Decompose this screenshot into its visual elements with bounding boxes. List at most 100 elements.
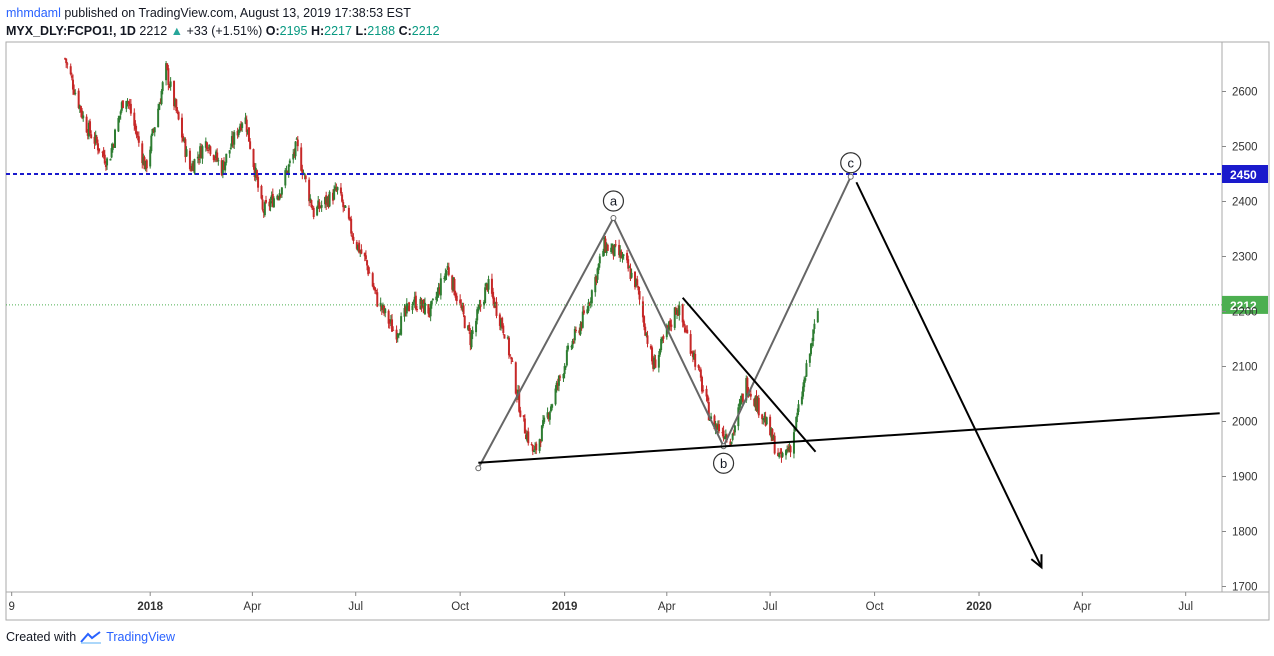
candle (500, 318, 503, 331)
price-axis[interactable]: 1700 1800 1900 2000 2100 2200 2300 2400 2500 2600 (1222, 87, 1258, 594)
candle (301, 164, 304, 180)
candle (525, 429, 528, 440)
symbol-label[interactable]: MYX_DLY:FCPO1!, 1D (6, 24, 136, 38)
candle (804, 375, 807, 383)
candle (598, 253, 601, 268)
y-tick-label: 1700 (1232, 582, 1258, 594)
candle (753, 398, 756, 407)
candle (636, 275, 639, 288)
candle (252, 148, 255, 170)
candle (220, 157, 223, 177)
candle (308, 177, 311, 207)
candle (177, 111, 180, 121)
candle (118, 115, 121, 123)
projection-arrow[interactable] (855, 181, 1043, 568)
candle (539, 438, 542, 448)
x-tick-label: Jul (1178, 601, 1193, 613)
candle (816, 308, 819, 324)
candle (331, 189, 334, 205)
candle (698, 366, 701, 373)
candle (738, 398, 741, 411)
candle (253, 162, 256, 181)
candle (542, 414, 545, 429)
candle (547, 412, 550, 422)
drawings-layer: a b c (475, 152, 1220, 570)
candle (643, 315, 646, 331)
pattern-point[interactable] (847, 173, 854, 180)
candle (602, 248, 605, 257)
candle (336, 186, 339, 195)
candle (257, 173, 260, 192)
candle (372, 282, 375, 291)
wave-label-b: b (712, 452, 735, 474)
x-tick-label: Apr (243, 601, 261, 613)
candle (428, 307, 431, 318)
candle (605, 242, 608, 256)
candle (87, 120, 90, 140)
candle (498, 312, 501, 331)
candle (144, 160, 147, 172)
author-link[interactable]: mhmdaml (6, 6, 61, 20)
candle (588, 302, 591, 306)
candle (673, 307, 676, 331)
candle (134, 120, 137, 134)
candle (699, 367, 702, 382)
candle (246, 129, 249, 136)
candle (628, 265, 631, 268)
candle (436, 287, 439, 302)
candle (341, 192, 344, 203)
resistance-price-label: 2450 (1230, 168, 1257, 182)
candle (485, 282, 488, 290)
candle (479, 299, 482, 312)
candle (375, 289, 378, 295)
candle (363, 252, 366, 262)
candle (359, 249, 362, 258)
candle (106, 157, 109, 170)
candle (133, 108, 136, 131)
candle (490, 273, 493, 297)
candle (228, 150, 231, 158)
candle (557, 375, 560, 392)
candle (272, 196, 275, 208)
pattern-point[interactable] (475, 465, 482, 472)
candle (391, 313, 394, 332)
abc-pattern-path[interactable] (477, 176, 852, 469)
falling-resistance-trendline[interactable] (681, 297, 817, 453)
pattern-point[interactable] (610, 215, 617, 221)
candle (531, 444, 534, 456)
candle (310, 199, 313, 209)
candle (462, 302, 465, 318)
candle (578, 327, 581, 336)
candle (241, 121, 244, 132)
candle (244, 112, 247, 125)
candle (514, 361, 517, 395)
candle (262, 209, 265, 218)
high-value: 2217 (324, 24, 352, 38)
triangle-up-icon: ▲ (170, 24, 184, 38)
candle (327, 194, 330, 209)
candle (396, 332, 399, 343)
candle (71, 74, 74, 95)
candle (395, 325, 398, 343)
candle (445, 269, 448, 281)
candle (230, 130, 233, 148)
y-tick-label: 2100 (1232, 362, 1258, 374)
candle (486, 283, 489, 292)
candle (507, 336, 510, 359)
candle (192, 160, 195, 172)
candle (694, 349, 697, 371)
candle (358, 240, 361, 254)
candle (288, 158, 291, 167)
x-tick-label: Apr (658, 601, 676, 613)
tradingview-link[interactable]: TradingView (106, 630, 175, 644)
support-trendline[interactable] (478, 412, 1220, 464)
time-axis[interactable]: 9 2018 Apr Jul Oct 2019 Apr Jul Oct 2020 Apr Jul (8, 592, 1193, 613)
candle (686, 325, 689, 334)
candle (280, 187, 283, 198)
candle (534, 442, 537, 454)
candle (319, 205, 322, 209)
candle (463, 314, 466, 329)
low-value: 2188 (367, 24, 396, 38)
candle (317, 195, 320, 209)
